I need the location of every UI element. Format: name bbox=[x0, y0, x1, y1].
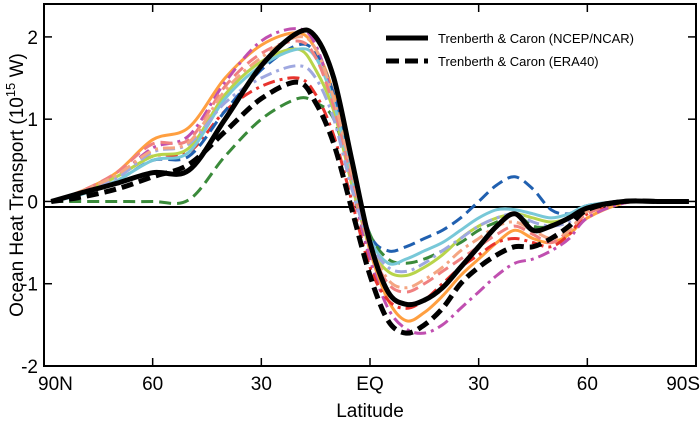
x-axis-title: Latitude bbox=[336, 401, 404, 422]
series-line-model-red bbox=[50, 76, 689, 310]
series-line-model-lavender bbox=[50, 64, 689, 274]
x-tick-label: 30 bbox=[251, 374, 272, 395]
series-line-model-green bbox=[51, 96, 689, 265]
series-line-model-magenta bbox=[50, 27, 689, 335]
plot-area bbox=[44, 4, 696, 366]
x-tick-label: 60 bbox=[142, 374, 163, 395]
x-tick-label: 90S bbox=[666, 374, 700, 395]
series-line-model-salmon bbox=[50, 35, 689, 290]
legend-label-era40: Trenberth & Caron (ERA40) bbox=[438, 54, 599, 69]
y-tick-label: 0 bbox=[27, 192, 38, 213]
series-line-trenberth-caron-ncep-ncar bbox=[50, 27, 689, 308]
y-tick-label: -1 bbox=[21, 275, 38, 296]
x-tick-label: 90N bbox=[38, 374, 73, 395]
y-axis-title-main: Ocean Heat Transport (10 bbox=[7, 97, 28, 317]
y-tick-label: -2 bbox=[21, 357, 38, 378]
y-tick-label: 2 bbox=[27, 28, 38, 49]
y-axis-title-exponent: 15 bbox=[3, 83, 18, 97]
series-line-model-pink bbox=[50, 39, 689, 294]
series-line-trenberth-caron-era40 bbox=[50, 79, 689, 336]
legend-label-ncep: Trenberth & Caron (NCEP/NCAR) bbox=[438, 31, 634, 46]
legend: Trenberth & Caron (NCEP/NCAR) Trenberth … bbox=[386, 31, 634, 69]
x-tick-label: 30 bbox=[468, 374, 489, 395]
x-tick-label: 60 bbox=[577, 374, 598, 395]
series-line-model-cyan bbox=[50, 47, 689, 266]
series-layer bbox=[50, 27, 689, 336]
tick-layer: 90N 60 30 EQ 30 60 90S 2 1 0 -1 -2 bbox=[21, 4, 700, 395]
y-axis-title-unit: W) bbox=[7, 53, 28, 83]
series-line-model-blue bbox=[50, 42, 689, 253]
y-tick-label: 1 bbox=[27, 110, 38, 131]
x-tick-label: EQ bbox=[356, 374, 383, 395]
y-axis-title: Ocean Heat Transport (1015 W) bbox=[3, 53, 28, 317]
